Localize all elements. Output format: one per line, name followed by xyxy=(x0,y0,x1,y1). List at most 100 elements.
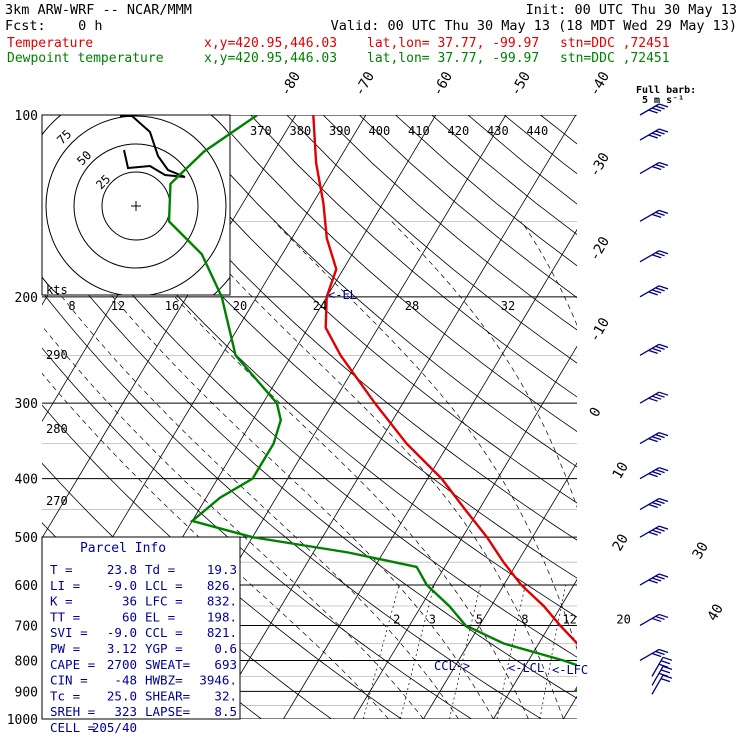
wind-barb-flag xyxy=(655,105,665,110)
dry-adiabat-line xyxy=(214,115,577,432)
wind-barb xyxy=(639,467,669,480)
wind-barb-flag xyxy=(655,287,665,292)
moist-adiabat-line xyxy=(42,325,424,719)
wind-barb xyxy=(639,648,669,662)
adiabat-label: 12 xyxy=(111,299,125,313)
parcel-info-label: K = xyxy=(50,594,73,609)
wind-barb-flag xyxy=(648,579,658,584)
wind-barb-flag xyxy=(648,349,658,354)
wind-barb-flag xyxy=(658,391,669,396)
isotherm-line xyxy=(633,115,740,719)
wind-barb-flag xyxy=(651,289,662,294)
parcel-info-value: 8.5 xyxy=(214,704,237,719)
wind-barb-flag xyxy=(658,613,669,619)
mixing-ratio-label: 2 xyxy=(393,613,400,627)
isotherm-label: 30 xyxy=(690,539,712,562)
wind-barb-flag xyxy=(655,252,665,257)
wind-barb-flag xyxy=(655,345,665,350)
mixing-ratio-line xyxy=(597,585,619,719)
wind-barb-flag xyxy=(651,165,662,171)
parcel-info-value: 832. xyxy=(207,594,237,609)
parcel-info-box xyxy=(41,536,241,720)
parcel-info-label: CELL = xyxy=(50,720,95,735)
wind-barb xyxy=(639,209,669,222)
parcel-info-value: 0.6 xyxy=(214,641,237,656)
wind-barb-flag xyxy=(655,650,665,656)
wind-barb-flag xyxy=(660,669,671,674)
pressure-tick-label: 600 xyxy=(15,579,38,594)
dew-legend-stn: stn=DDC ,72451 xyxy=(560,51,670,66)
dry-adiabat-line xyxy=(141,115,577,504)
wind-barb-flag xyxy=(655,434,665,439)
valid-time: Valid: 00 UTC Thu 30 May 13 (18 MDT Wed … xyxy=(330,18,737,34)
parcel-info-value: 821. xyxy=(207,625,237,640)
isotherm-label: -60 xyxy=(430,69,457,99)
wind-barb-flag xyxy=(658,525,669,530)
wind-barb-flag xyxy=(651,132,662,137)
pressure-tick-label: 700 xyxy=(15,619,38,634)
wind-barb-flag xyxy=(658,161,669,167)
parcel-info-value: 693 xyxy=(214,657,237,672)
wind-barb-flag xyxy=(648,291,658,296)
init-time: Init: 00 UTC Thu 30 May 13 xyxy=(525,2,737,18)
parcel-info-value: 23.8 xyxy=(107,562,137,577)
parcel-info-label: LI = xyxy=(50,578,80,593)
parcel-info-label: CIN = xyxy=(50,673,88,688)
wind-barb-flag xyxy=(648,397,658,402)
pressure-tick-label: 500 xyxy=(15,531,38,546)
wind-barb-flag xyxy=(655,575,665,580)
wind-barb xyxy=(639,128,669,141)
dry-adiabat-line xyxy=(42,181,577,658)
theta-label: 280 xyxy=(46,422,68,436)
parcel-info-value: 2700 xyxy=(107,657,137,672)
dry-adiabat-line xyxy=(42,235,577,699)
moist-adiabat-line xyxy=(42,270,459,719)
wind-barb-flag xyxy=(655,393,665,398)
wind-barb-flag xyxy=(658,209,669,214)
wind-barb xyxy=(639,573,669,586)
parcel-info-label: SREH = xyxy=(50,704,95,719)
parcel-info-label: PW = xyxy=(50,641,80,656)
isotherm-label: -50 xyxy=(508,69,535,99)
parcel-info-label: HWBZ= xyxy=(145,673,183,688)
isotherm-label: -70 xyxy=(352,69,379,99)
wind-barb-flag xyxy=(662,665,673,671)
wind-barb-flag xyxy=(651,471,662,476)
theta-e-label: 380 xyxy=(290,124,312,138)
parcel-info-value: 32. xyxy=(214,688,237,703)
wind-barb-flag xyxy=(648,531,658,536)
isotherm-label: -40 xyxy=(587,69,614,99)
mixing-ratio-line xyxy=(496,584,526,719)
dry-adiabat-line xyxy=(395,115,577,267)
parcel-info-value: 3.12 xyxy=(107,641,137,656)
wind-barbs xyxy=(639,103,673,695)
theta-label: 290 xyxy=(46,348,68,362)
wind-barb-flag xyxy=(651,529,662,534)
parcel-info-label: T = xyxy=(50,562,73,577)
isotherm-line xyxy=(0,115,16,719)
dry-adiabat-line xyxy=(250,115,577,398)
moist-adiabat-line xyxy=(521,221,577,327)
dew-legend-latlon: lat,lon= 37.77, -99.97 xyxy=(367,51,540,66)
adiabat-label: 24 xyxy=(313,299,327,313)
wind-barb-flag xyxy=(648,473,658,478)
isotherm-label: 10 xyxy=(610,459,632,482)
temp-legend-label: Temperature xyxy=(7,36,94,51)
isotherm-line xyxy=(563,695,577,719)
dew-legend-xy: x,y=420.95,446.03 xyxy=(204,51,338,66)
wind-barb xyxy=(651,665,673,686)
dry-adiabat-line xyxy=(42,347,472,719)
wind-barb xyxy=(639,391,669,404)
parcel-info-label: LCL = xyxy=(145,578,183,593)
parcel-info-label: LFC = xyxy=(145,594,183,609)
theta-e-label: 410 xyxy=(408,124,430,138)
temp-legend-stn: stn=DDC ,72451 xyxy=(560,36,670,51)
wind-barb-flag xyxy=(651,213,662,218)
theta-label: 270 xyxy=(46,494,68,508)
wind-barb-flag xyxy=(651,652,662,658)
wind-barb-staff xyxy=(651,674,664,695)
wind-barb-flag xyxy=(658,663,669,668)
parcel-info-value: 826. xyxy=(207,578,237,593)
adiabat-label: 16 xyxy=(165,299,179,313)
